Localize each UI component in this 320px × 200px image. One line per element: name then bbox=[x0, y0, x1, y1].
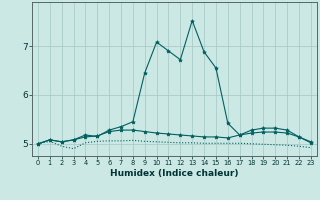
X-axis label: Humidex (Indice chaleur): Humidex (Indice chaleur) bbox=[110, 169, 239, 178]
